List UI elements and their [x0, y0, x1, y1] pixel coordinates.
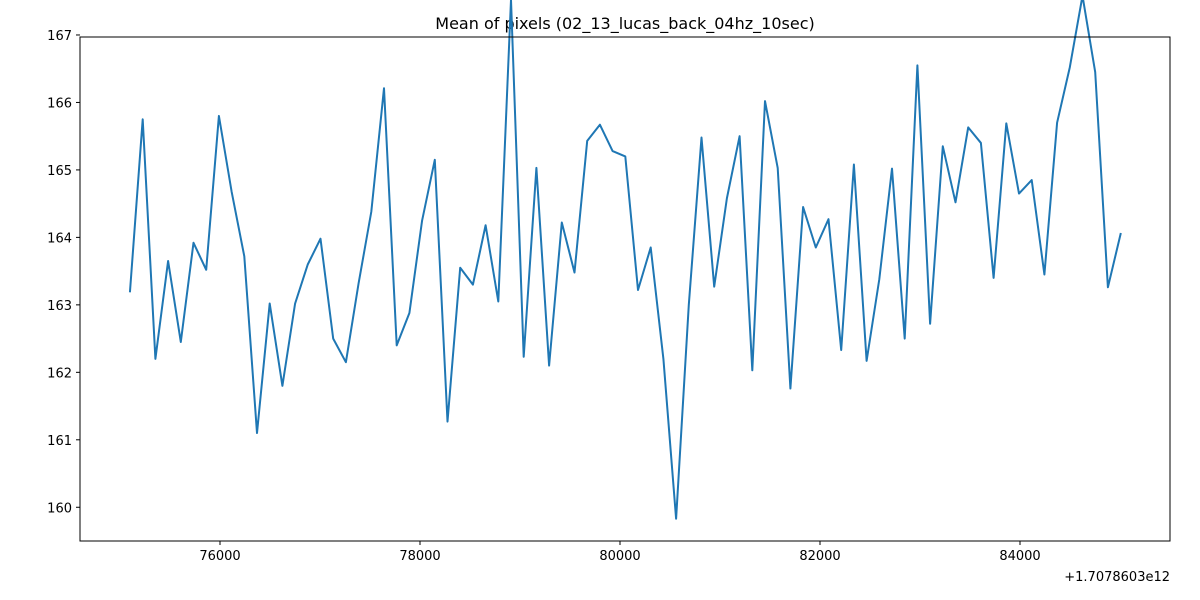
y-tick-label: 163: [47, 299, 72, 314]
x-tick-label: 80000: [599, 549, 640, 564]
x-axis-offset-label: +1.7078603e12: [1064, 570, 1170, 585]
y-tick-label: 164: [47, 231, 72, 246]
y-tick-label: 165: [47, 164, 72, 179]
x-tick-label: 84000: [999, 549, 1040, 564]
chart-title: Mean of pixels (02_13_lucas_back_04hz_10…: [435, 14, 814, 34]
y-tick-label: 161: [47, 434, 72, 449]
y-tick-label: 160: [47, 501, 72, 516]
plot-area: 76000 78000 80000 82000 84000 160 161 162 163 164…: [47, 0, 1171, 564]
y-tick-label: 162: [47, 366, 72, 381]
axes-frame: [79, 36, 1171, 542]
y-tick-label: 166: [47, 96, 72, 111]
x-tick-label: 82000: [799, 549, 840, 564]
x-tick-label: 76000: [199, 549, 240, 564]
y-tick-label: 167: [47, 29, 72, 44]
series-line-0: [128, 0, 1122, 520]
x-tick-label: 78000: [399, 549, 440, 564]
